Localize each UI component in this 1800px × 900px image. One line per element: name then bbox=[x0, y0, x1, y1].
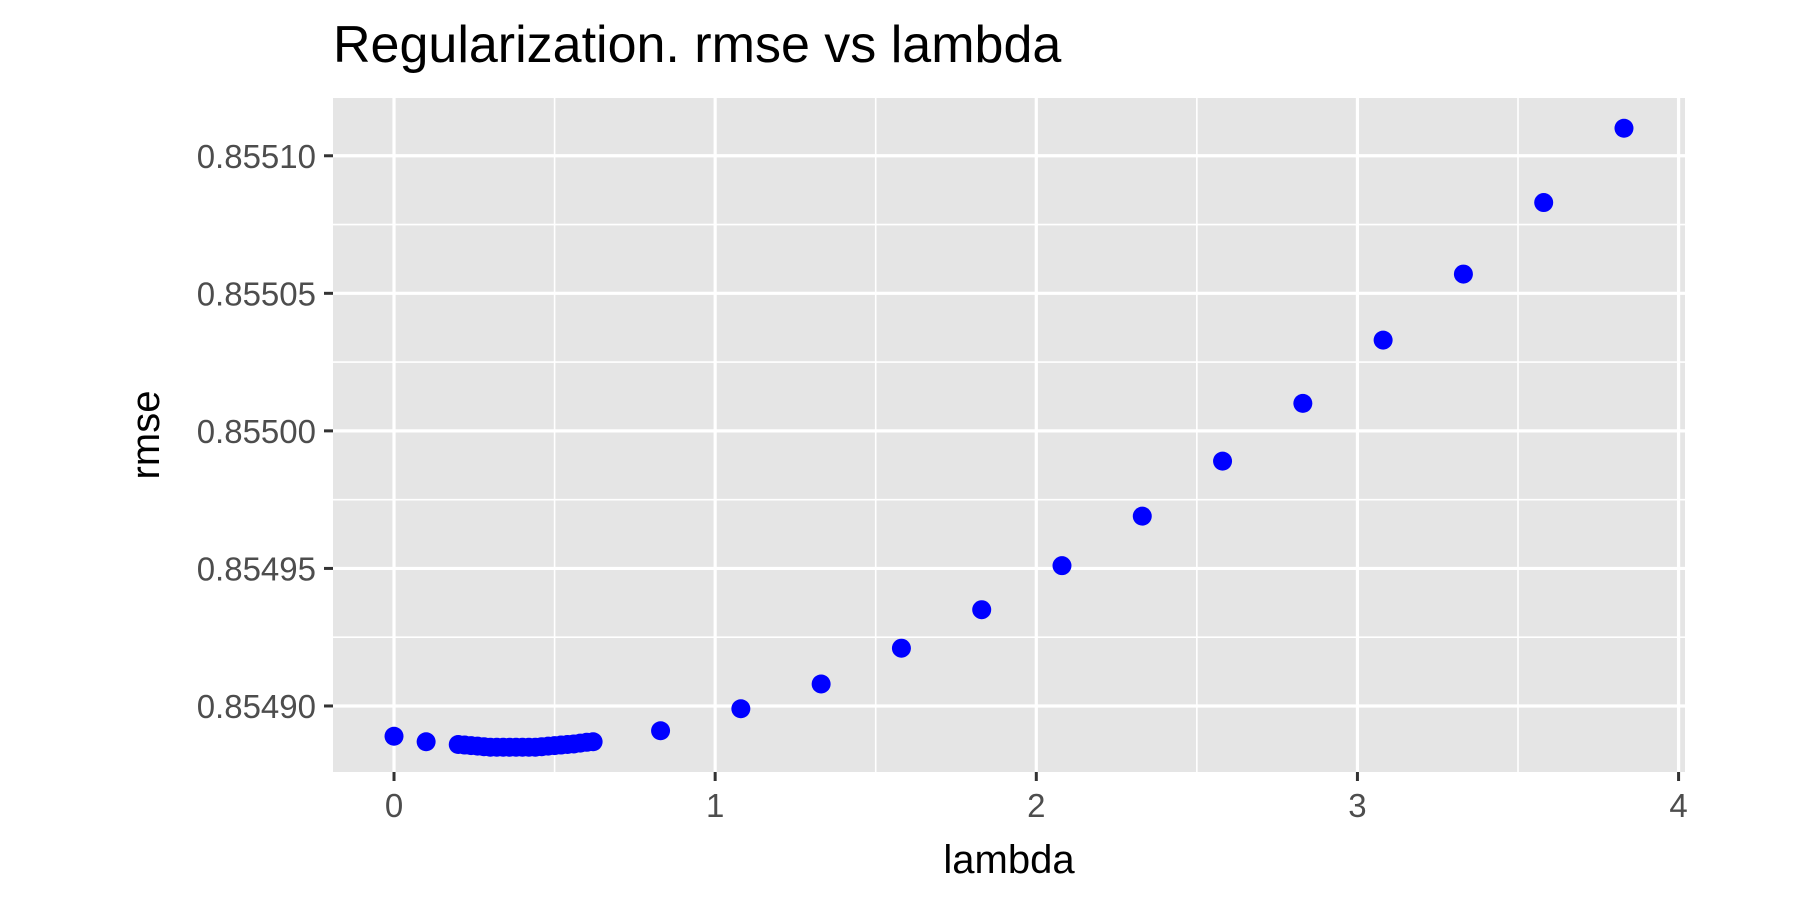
y-tick-label: 0.85510 bbox=[197, 138, 316, 175]
data-point bbox=[972, 600, 992, 620]
y-tick-label: 0.85495 bbox=[197, 550, 316, 587]
data-point bbox=[1293, 393, 1313, 413]
data-point bbox=[384, 726, 404, 746]
y-tick-label: 0.85490 bbox=[197, 688, 316, 725]
x-tick-label: 1 bbox=[706, 787, 724, 824]
data-point bbox=[891, 638, 911, 658]
data-point bbox=[1373, 330, 1393, 350]
data-point bbox=[651, 721, 671, 741]
y-tick-label: 0.85505 bbox=[197, 275, 316, 312]
data-point bbox=[811, 674, 831, 694]
major-gridlines bbox=[333, 98, 1685, 772]
data-point bbox=[1052, 556, 1072, 576]
data-point bbox=[731, 699, 751, 719]
data-points bbox=[384, 118, 1634, 757]
data-point bbox=[1453, 264, 1473, 284]
y-axis-title: rmse bbox=[124, 391, 168, 480]
data-point bbox=[1534, 193, 1554, 213]
minor-gridlines bbox=[333, 98, 1685, 772]
y-axis: 0.85490 0.85495 0.85500 0.85505 0.85510 bbox=[197, 138, 333, 725]
data-point bbox=[1614, 118, 1634, 138]
x-axis-title: lambda bbox=[943, 838, 1075, 882]
x-axis: 0 1 2 3 4 bbox=[385, 772, 1688, 824]
x-tick-label: 2 bbox=[1027, 787, 1045, 824]
plot-panel bbox=[333, 98, 1685, 772]
data-point bbox=[416, 732, 436, 752]
data-point bbox=[1213, 451, 1233, 471]
data-point bbox=[583, 732, 603, 752]
x-tick-label: 0 bbox=[385, 787, 403, 824]
y-tick-label: 0.85500 bbox=[197, 413, 316, 450]
chart-title: Regularization. rmse vs lambda bbox=[333, 16, 1061, 74]
x-tick-label: 3 bbox=[1348, 787, 1366, 824]
x-tick-label: 4 bbox=[1669, 787, 1687, 824]
data-point bbox=[1132, 506, 1152, 526]
